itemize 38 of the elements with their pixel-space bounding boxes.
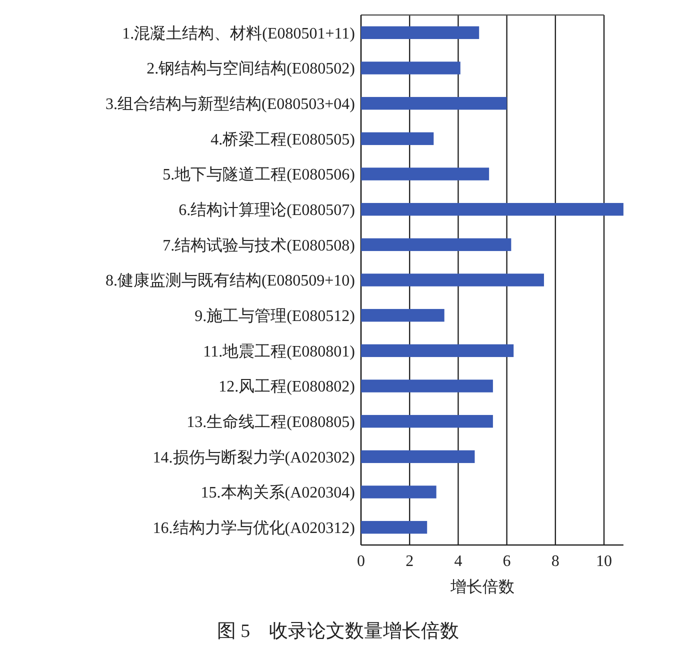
y-tick-label: 4.桥梁工程(E080505) [210, 130, 355, 148]
bar [361, 26, 480, 40]
x-axis-title: 增长倍数 [450, 578, 514, 596]
bar [361, 486, 436, 498]
bar [361, 96, 507, 110]
y-tick-label: 13.生命线工程(E080805) [186, 412, 355, 431]
y-tick-label: 11.地震工程(E080801) [203, 342, 355, 360]
y-tick-label: 12.风工程(E080802) [218, 378, 355, 396]
y-tick-label: 3.组合结构与新型结构(E080503+04) [106, 94, 355, 113]
bar [361, 168, 490, 180]
y-tick-label: 7.结构试验与技术(E080508) [162, 236, 355, 254]
y-tick-label: 8.健康监测与既有结构(E080509+10) [106, 272, 355, 290]
y-tick-label: 16.结构力学与优化(A020312) [152, 518, 355, 537]
x-tick-label: 6 [502, 553, 511, 570]
y-tick-label: 14.损伤与断裂力学(A020302) [152, 448, 355, 466]
x-tick-label: 8 [551, 553, 560, 570]
bar [361, 450, 475, 464]
bar [361, 62, 460, 74]
y-tick-label: 5.地下与隧道工程(E080506) [162, 166, 355, 184]
x-tick-label: 4 [454, 553, 462, 570]
bar [361, 344, 514, 358]
bar [361, 308, 444, 322]
x-tick-label: 0 [357, 553, 365, 570]
y-tick-label: 1.混凝土结构、材料(E080501+11) [122, 24, 355, 42]
bar [361, 202, 624, 216]
bar [361, 238, 512, 252]
x-tick-label: 2 [406, 553, 414, 570]
bar [361, 380, 493, 392]
caption: 图 5 收录论文数量增长倍数 [216, 621, 460, 642]
y-tick-label: 9.施工与管理(E080512) [194, 306, 355, 325]
y-tick-label: 15.本构关系(A020304) [200, 484, 355, 502]
y-tick-label: 6.结构计算理论(E080507) [178, 200, 355, 219]
bar [361, 132, 434, 146]
x-tick-label: 10 [596, 553, 612, 570]
bar [361, 414, 493, 428]
bar [361, 520, 428, 534]
y-tick-label: 2.钢结构与空间结构(E080502) [146, 60, 355, 78]
bar [361, 274, 544, 286]
